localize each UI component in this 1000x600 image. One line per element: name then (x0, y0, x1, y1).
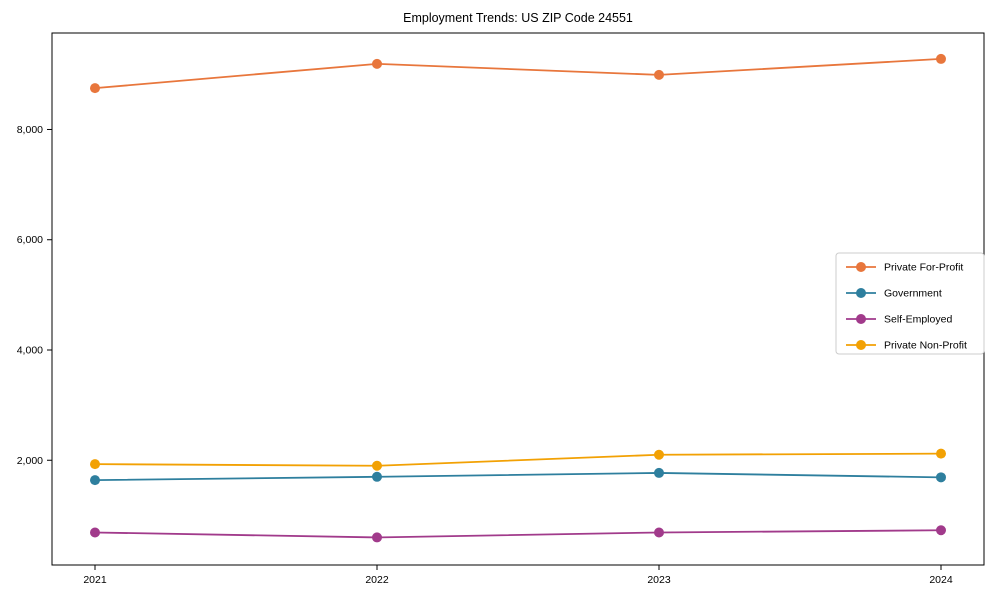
x-tick-label: 2024 (929, 574, 953, 586)
data-point-private-for-profit (936, 53, 946, 64)
series-line-self-employed (94, 529, 942, 539)
data-point-private-for-profit (372, 58, 382, 69)
legend-marker-private-for-profit (856, 262, 866, 272)
x-tick-label: 2023 (647, 574, 671, 586)
legend-box (835, 252, 985, 355)
series-line-government (94, 472, 942, 482)
legend: Private For-Profit Government Self-Employe… (835, 252, 985, 355)
series-private-for-profit (90, 53, 946, 94)
data-point-self-employed (654, 527, 664, 538)
data-point-government (90, 475, 100, 486)
data-point-private-non-profit (90, 459, 100, 470)
y-tick-label: 6,000 (17, 234, 43, 246)
legend-label-self-employed: Self-Employed (884, 314, 952, 326)
data-point-self-employed (90, 527, 100, 538)
legend-label-government: Government (884, 288, 942, 300)
series-line-private-non-profit (94, 452, 942, 467)
x-tick-label: 2022 (365, 574, 389, 586)
series-self-employed (90, 525, 946, 543)
legend-label-private-non-profit: Private Non-Profit (884, 340, 967, 352)
y-tick-label: 4,000 (17, 344, 43, 356)
data-point-private-for-profit (654, 69, 664, 80)
data-point-private-non-profit (654, 449, 664, 460)
data-point-government (372, 471, 382, 482)
data-point-private-for-profit (90, 83, 100, 94)
data-point-self-employed (372, 532, 382, 543)
data-point-government (654, 467, 664, 478)
legend-label-private-for-profit: Private For-Profit (884, 262, 963, 274)
legend-marker-self-employed (856, 314, 866, 324)
y-tick-label: 8,000 (17, 124, 43, 136)
axes: 2,000 4,000 6,000 8,000 2021 2022 2023 2024 (17, 32, 985, 586)
x-tick-label: 2021 (83, 574, 107, 586)
data-point-self-employed (936, 525, 946, 536)
series-government (90, 467, 946, 486)
series-private-non-profit (90, 448, 946, 471)
data-point-private-non-profit (372, 460, 382, 471)
chart-title: Employment Trends: US ZIP Code 24551 (403, 11, 633, 25)
legend-marker-government (856, 288, 866, 298)
y-tick-label: 2,000 (17, 455, 43, 467)
data-point-government (936, 472, 946, 483)
data-point-private-non-profit (936, 448, 946, 459)
series-line-private-for-profit (94, 58, 942, 90)
legend-marker-private-non-profit (856, 340, 866, 350)
